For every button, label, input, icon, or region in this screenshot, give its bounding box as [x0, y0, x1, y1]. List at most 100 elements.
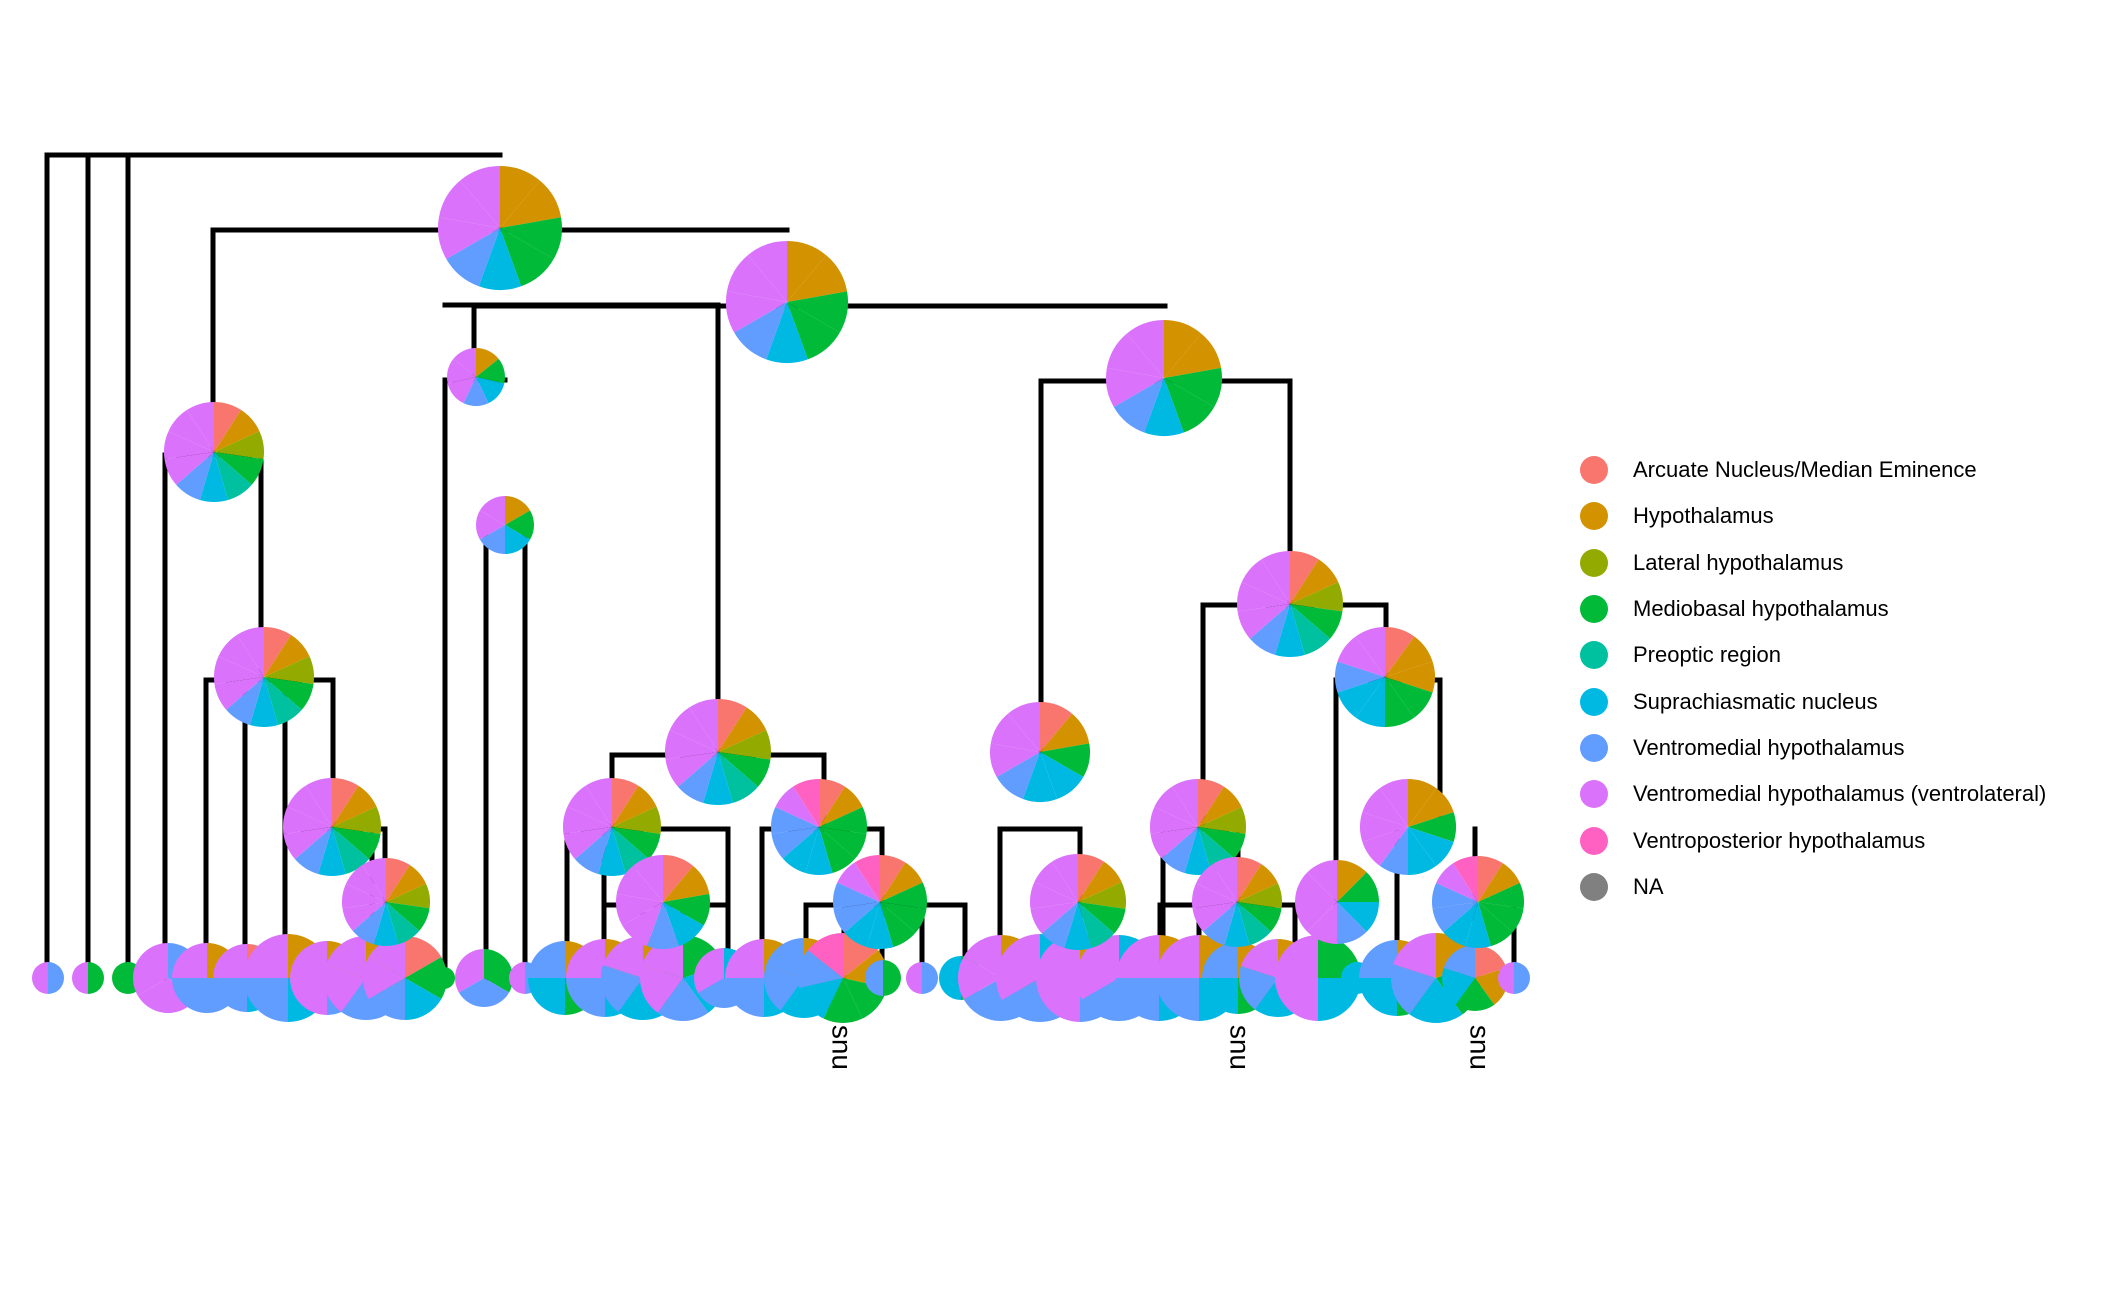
- pie-slice: [1290, 581, 1343, 612]
- pie-slice: [1241, 559, 1290, 604]
- pie-slice: [958, 956, 1001, 1000]
- pie-slice: [1164, 333, 1222, 378]
- legend-label: Ventroposterior hypothalamus: [1633, 827, 1926, 853]
- pie-slice: [612, 785, 657, 827]
- pie-slice: [1149, 807, 1198, 834]
- pie-slice: [1078, 902, 1115, 949]
- legend-swatch: [1580, 733, 1608, 762]
- pie-slice: [454, 949, 484, 993]
- pie-slice: [290, 941, 327, 978]
- pie-slice: [1275, 935, 1318, 978]
- pie-slice: [1237, 902, 1272, 946]
- pie-slice: [1040, 713, 1090, 752]
- pie-slice: [1337, 872, 1379, 902]
- pie-slice: [1360, 812, 1408, 842]
- pie-slice: [718, 699, 747, 752]
- pie-slice: [880, 902, 916, 948]
- pie-slice: [1290, 604, 1331, 655]
- pie-slice: [1164, 367, 1223, 407]
- pie-slice: [787, 241, 827, 302]
- pie-slice: [1237, 883, 1282, 909]
- pie-slice: [1385, 677, 1415, 727]
- pie-slice: [405, 957, 447, 999]
- pie-slice: [294, 827, 332, 875]
- pie-slice: [865, 960, 883, 996]
- pie-slice: [176, 452, 214, 500]
- pie-slice: [1036, 978, 1080, 1022]
- pie-slice: [1408, 827, 1454, 866]
- pie-slice: [1116, 935, 1159, 978]
- pie-slice: [1385, 627, 1415, 677]
- node-pie: [438, 166, 563, 291]
- pie-slice: [922, 962, 938, 994]
- pie-slice: [214, 452, 264, 485]
- pie-slice: [669, 707, 718, 752]
- pie-slice: [880, 902, 927, 933]
- pie-slice: [1337, 902, 1379, 932]
- pie-slice: [1154, 786, 1198, 827]
- pie-slice: [819, 807, 867, 834]
- pie-slice: [1455, 978, 1495, 1012]
- pie-slice: [677, 752, 718, 803]
- pie-slice: [1161, 827, 1198, 874]
- pie-slice: [214, 677, 264, 710]
- node-pie: [616, 854, 710, 949]
- pie-slice: [1052, 854, 1078, 902]
- pie-slice: [342, 883, 386, 909]
- pie-slice: [1443, 945, 1475, 978]
- pie-slice: [505, 496, 531, 525]
- legend-item: Mediobasal hypothalamus: [1580, 586, 2046, 632]
- pie-slice: [1475, 945, 1507, 978]
- legend-label: Mediobasal hypothalamus: [1633, 596, 1889, 622]
- pie-slice: [484, 949, 514, 993]
- pie-slice: [771, 807, 819, 834]
- pie-slice: [1337, 902, 1367, 944]
- leaf-pie: [798, 933, 888, 1024]
- pie-slice: [332, 785, 377, 827]
- pie-slice: [1337, 860, 1367, 902]
- pie-slice: [782, 827, 819, 874]
- pie-slice: [1064, 902, 1092, 950]
- pie-slice: [463, 377, 489, 406]
- node-pie: [665, 699, 771, 806]
- leaf-label: snu: [1465, 1025, 1496, 1070]
- legend: Arcuate Nucleus/Median Eminence Hypothala…: [1580, 447, 2046, 910]
- legend-swatch: [1580, 456, 1608, 485]
- pie-slice: [1202, 978, 1238, 1014]
- pie-slice: [1106, 367, 1164, 407]
- pie-slice: [332, 827, 370, 875]
- pie-slice: [214, 409, 260, 452]
- pie-slice: [1198, 807, 1246, 834]
- pie-slice: [563, 827, 612, 860]
- pie-slice: [764, 965, 804, 1011]
- pie-slice: [476, 377, 505, 404]
- pie-slice: [725, 291, 787, 333]
- pie-slice: [693, 948, 724, 993]
- pie-slice: [1040, 752, 1084, 799]
- pie-slice: [1442, 967, 1475, 1005]
- leaf-label: snu: [1225, 1025, 1256, 1070]
- pie-slice: [1078, 902, 1126, 934]
- pie-slice: [479, 525, 505, 554]
- pie-slice: [1498, 962, 1514, 994]
- legend-item: Suprachiasmatic nucleus: [1580, 678, 2046, 724]
- pie-slice: [1198, 827, 1246, 859]
- node-pie: [476, 496, 534, 554]
- pie-slice: [386, 902, 430, 931]
- legend-label: Ventromedial hypothalamus (ventrolateral…: [1633, 781, 2047, 807]
- legend-swatch: [1580, 595, 1608, 624]
- pie-slice: [1478, 863, 1520, 902]
- pie-slice: [1408, 779, 1437, 827]
- pie-slice: [612, 778, 639, 827]
- pie-slice: [1237, 902, 1282, 932]
- pie-slice: [1409, 978, 1463, 1024]
- legend-label: Arcuate Nucleus/Median Eminence: [1633, 457, 1977, 483]
- pie-slice: [703, 752, 733, 806]
- pie-slice: [1106, 333, 1164, 378]
- pie-slice: [218, 634, 264, 677]
- pie-slice: [1408, 812, 1457, 842]
- pie-slice: [500, 228, 554, 287]
- pie-slice: [345, 864, 386, 902]
- pie-slice: [332, 778, 359, 827]
